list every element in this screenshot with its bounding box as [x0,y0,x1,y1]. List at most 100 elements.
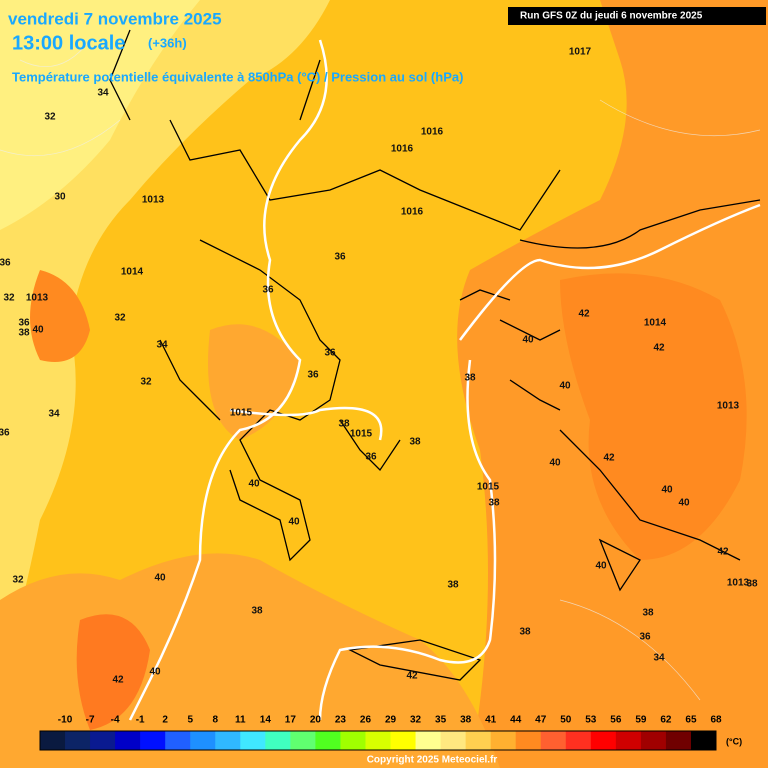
legend: -10 -7 -4 -1 2 5 8 11 14 17 20 23 26 29 32 35 38 41 44 47 50… [39,715,722,751]
map-label: 1015 [230,408,253,419]
map-label: 38 [464,373,476,384]
map-label: 34 [97,88,109,99]
warm-zone [560,273,747,560]
legend-swatch [590,731,617,750]
legend-tick-label: 17 [285,715,297,726]
map-label: 1017 [569,47,592,58]
time: 13:00 locale [12,32,125,54]
legend-tick-label: 41 [485,715,497,726]
legend-tick-label: 32 [410,715,422,726]
run-box [508,7,766,25]
map-label: 1015 [477,482,500,493]
legend-tick-label: 20 [310,715,322,726]
map-label: 40 [559,381,571,392]
legend-tick-label: 59 [635,715,647,726]
legend-swatch [140,731,166,750]
map-label: 36 [639,632,651,643]
legend-swatch [640,731,667,750]
legend-tick-label: 68 [710,715,722,726]
map-label: 42 [603,453,615,464]
map-label: 1015 [350,429,373,440]
legend-swatch [690,731,717,750]
warm-zone [76,614,150,730]
legend-tick-label: 23 [335,715,347,726]
legend-tick-label: 65 [685,715,697,726]
legend-swatch [615,731,642,750]
map-label: 42 [112,675,124,686]
legend-tick-label: 8 [212,715,218,726]
legend-swatch [265,731,291,750]
warm-zone [30,270,90,362]
map-label: 36 [334,252,346,263]
map-label: 1016 [391,144,414,155]
offset: (+36h) [148,35,187,50]
legend-swatch [665,731,692,750]
map-label: 38 [338,419,350,430]
run-label: Run GFS 0Z du jeudi 6 novembre 2025 [520,11,703,22]
legend-swatch [240,731,266,750]
legend-swatch [540,731,567,750]
map-label: 38 [409,437,421,448]
subtitle: Température potentielle équivalente à 85… [12,69,463,84]
legend-tick-label: 47 [535,715,547,726]
map-label: 38 [251,606,263,617]
map-label: 40 [154,573,166,584]
map-label: 40 [522,335,534,346]
map-label: 36 [262,285,274,296]
legend-tick-label: -4 [111,715,120,726]
map-label: 42 [578,309,590,320]
map-label: 1013 [142,195,165,206]
cool-zone [0,0,330,680]
map-label: 40 [149,667,161,678]
legend-tick-label: 53 [585,715,597,726]
map-label: 36 [0,258,11,269]
map-label: 1014 [644,318,667,329]
legend-swatch [365,731,392,750]
warm-zone [0,553,500,768]
map-label: 34 [653,653,665,664]
legend-tick-label: 50 [560,715,572,726]
map-label: 36 [307,370,319,381]
map-label: 42 [406,671,418,682]
map-label: 36 [324,348,336,359]
map-label: 38 [447,580,459,591]
isobar [128,39,761,721]
legend-swatch [465,731,492,750]
legend-tick-label: -1 [136,715,145,726]
legend-swatch [90,731,116,750]
map-label: 34 [48,409,60,420]
legend-swatch [215,731,241,750]
map-label: 32 [12,575,24,586]
legend-tick-label: 62 [660,715,672,726]
legend-swatch [65,731,91,750]
legend-swatch [515,731,542,750]
map-label: 40 [549,458,561,469]
legend-swatch [440,731,467,750]
map-label: 38 [488,498,500,509]
map-label: 1016 [421,127,444,138]
legend-swatch [415,731,442,750]
legend-tick-label: 35 [435,715,447,726]
legend-tick-label: 11 [235,715,246,726]
map-label: 40 [288,517,300,528]
map-label: 36 [18,318,30,329]
legend-tick-label: 2 [162,715,168,726]
map-label: 40 [595,561,607,572]
legend-tick-label: -10 [58,715,73,726]
map-label: 38 [18,328,30,339]
legend-tick-label: 44 [510,715,522,726]
legend-swatch [290,731,316,750]
title: vendredi 7 novembre 2025 [8,9,222,28]
map-label: 34 [156,340,168,351]
legend-tick-label: 29 [385,715,397,726]
legend-swatch [490,731,517,750]
map-label: 38 [519,627,531,638]
map-label: 42 [653,343,665,354]
legend-swatch [565,731,592,750]
map-label: 30 [54,192,66,203]
map-label: 1013 [26,293,49,304]
legend-swatch [115,731,141,750]
map-label: 1014 [121,267,144,278]
legend-swatch [40,731,66,750]
